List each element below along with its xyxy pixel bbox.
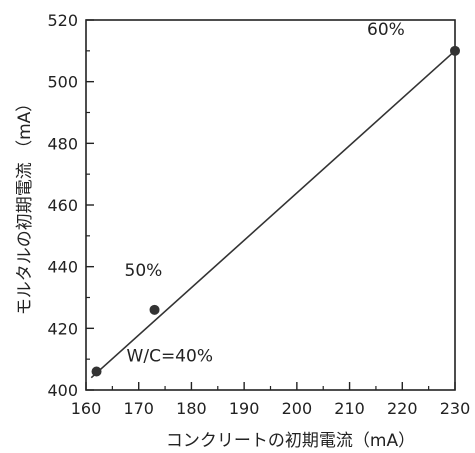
labels-layer: W/C=40% 50% 60% bbox=[125, 20, 405, 367]
x-tick-label: 200 bbox=[282, 399, 313, 418]
y-tick-label: 480 bbox=[47, 134, 78, 153]
data-point bbox=[149, 304, 160, 315]
y-tick-label: 420 bbox=[47, 319, 78, 338]
data-label: 50% bbox=[125, 261, 163, 281]
fit-line bbox=[90, 50, 456, 379]
ticks-layer: 160 170 180 190 200 210 220 230 400 420 440 460 480 5… bbox=[47, 11, 470, 418]
plot-frame bbox=[85, 19, 456, 391]
x-axis-label: コンクリートの初期電流（mA） bbox=[166, 431, 415, 451]
y-tick-label: 520 bbox=[47, 11, 78, 30]
data-point bbox=[91, 366, 102, 377]
data-label: W/C=40% bbox=[127, 347, 213, 367]
y-tick-label: 440 bbox=[47, 258, 78, 277]
x-tick-label: 180 bbox=[176, 399, 207, 418]
y-axis-label: モルタルの初期電流 （mA） bbox=[15, 95, 35, 316]
x-tick-label: 160 bbox=[71, 399, 102, 418]
data-point bbox=[450, 45, 460, 56]
x-tick-label: 190 bbox=[229, 399, 260, 418]
y-tick-label: 400 bbox=[47, 381, 78, 400]
x-tick-label: 210 bbox=[334, 399, 365, 418]
points-layer bbox=[91, 45, 460, 377]
data-label: 60% bbox=[367, 20, 405, 40]
y-tick-label: 500 bbox=[47, 73, 78, 92]
x-tick-label: 220 bbox=[387, 399, 418, 418]
x-tick-label: 230 bbox=[440, 399, 471, 418]
y-tick-label: 460 bbox=[47, 196, 78, 215]
x-tick-label: 170 bbox=[123, 399, 154, 418]
